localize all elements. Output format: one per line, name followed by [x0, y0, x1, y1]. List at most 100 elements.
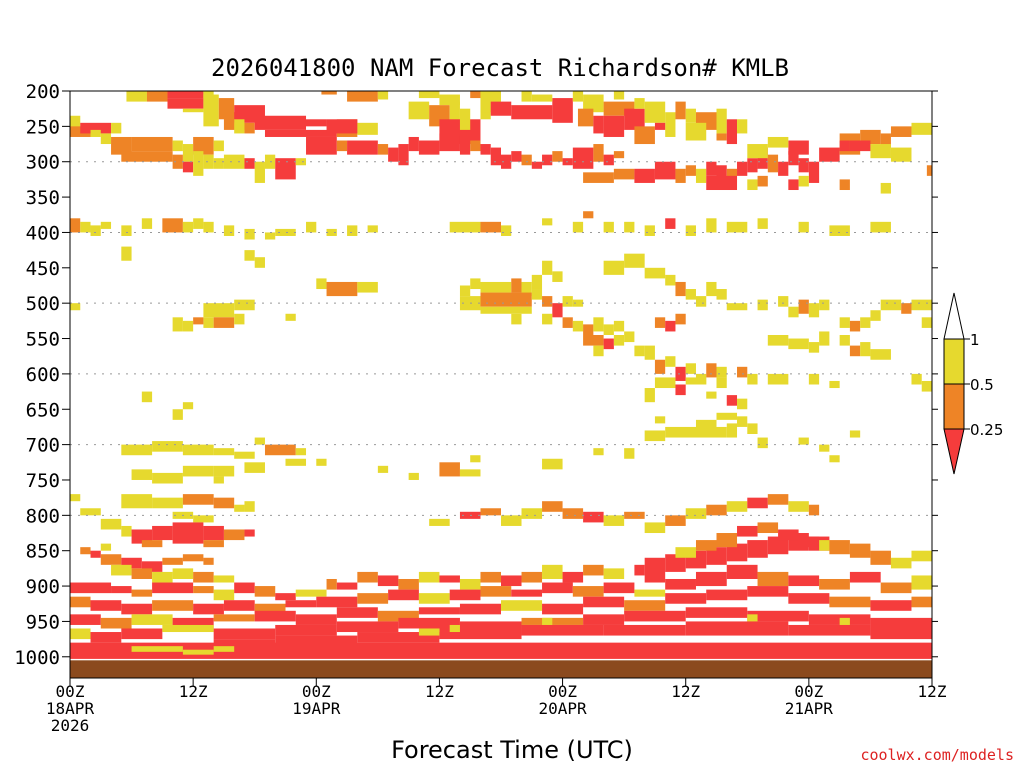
cell-mid: [654, 359, 666, 374]
cell-mid: [767, 494, 789, 505]
cell-high: [480, 281, 512, 293]
cell-low: [726, 564, 758, 579]
cell-high: [737, 416, 748, 427]
cell-mid: [542, 296, 553, 307]
y-tick-label: 800: [26, 505, 60, 527]
cell-high: [449, 624, 460, 633]
cell-low: [849, 571, 881, 583]
cell-high: [665, 426, 727, 438]
cell-high: [100, 221, 112, 229]
cell-low: [654, 161, 676, 180]
cell-high: [542, 313, 553, 325]
cell-low: [501, 575, 522, 587]
cell-high: [624, 331, 635, 343]
cell-low: [511, 105, 553, 120]
cell-high: [890, 147, 912, 162]
cell-high: [624, 448, 635, 459]
ground-strip: [70, 660, 932, 678]
cell-mid: [480, 586, 512, 597]
ground-fill: [70, 660, 932, 678]
cell-high: [695, 168, 707, 183]
cell-low: [121, 557, 142, 569]
cell-mid: [100, 554, 122, 565]
cell-mid: [162, 557, 183, 565]
cell-low: [665, 593, 707, 604]
cell-high: [531, 289, 543, 300]
cell-low: [706, 547, 727, 565]
cell-high: [470, 278, 481, 290]
cell-high: [152, 497, 183, 509]
cell-mid: [193, 586, 214, 594]
y-tick-label: 500: [26, 293, 60, 315]
cell-high: [316, 278, 327, 290]
cell-low: [234, 582, 255, 594]
cell-low: [244, 158, 255, 169]
y-tick-label: 950: [26, 611, 60, 633]
cell-high: [808, 373, 820, 385]
cell-mid: [849, 345, 861, 357]
cell-high: [870, 349, 891, 360]
y-tick-label: 750: [26, 470, 60, 492]
heatmap-cells: [70, 91, 932, 659]
cell-mid: [244, 122, 255, 134]
cell-high: [716, 108, 727, 134]
cell-high: [644, 267, 666, 279]
cell-mid: [141, 540, 163, 548]
cell-high: [357, 281, 378, 293]
cell-high: [295, 158, 307, 166]
cell-high: [860, 342, 871, 357]
cell-high: [675, 547, 696, 558]
cell-low: [254, 610, 296, 622]
cell-high: [737, 398, 748, 410]
cell-low: [326, 119, 358, 134]
y-tick-label: 850: [26, 541, 60, 563]
cell-high: [367, 225, 378, 233]
cell-mid: [131, 136, 173, 152]
cell-low: [654, 122, 666, 130]
cell-high: [131, 614, 173, 625]
cell-high: [603, 515, 625, 526]
cell-high: [665, 356, 676, 367]
cell-high: [275, 228, 296, 236]
cell-mid: [321, 91, 337, 95]
cell-mid: [849, 543, 871, 558]
cell-high: [80, 221, 91, 233]
cell-low: [695, 571, 727, 587]
x-tick-label: 12Z: [425, 682, 454, 701]
cell-low: [121, 628, 163, 640]
cell-high: [716, 377, 727, 389]
cell-high: [778, 296, 789, 307]
cell-high: [839, 317, 850, 328]
cell-high: [182, 320, 194, 332]
cell-high: [634, 589, 666, 597]
cell-high: [685, 289, 696, 300]
cell-high: [798, 175, 809, 187]
pressure-axis: 200 250 300 350 400 450 500 550 600 650 700 750 800 8…: [14, 81, 938, 669]
cell-high: [234, 119, 245, 134]
cell-high: [788, 501, 809, 512]
cell-high: [644, 388, 655, 403]
cell-mid: [562, 317, 573, 328]
y-tick-label: 600: [26, 364, 60, 386]
cell-mid: [675, 168, 686, 183]
cell-low: [737, 525, 758, 537]
cell-mid: [521, 154, 532, 166]
cell-mid: [577, 108, 594, 127]
cell-low: [459, 603, 501, 615]
cell-mid: [146, 91, 168, 102]
cell-high: [726, 423, 738, 438]
cell-high: [613, 320, 625, 332]
cell-mid: [685, 165, 696, 176]
cell-low: [182, 161, 194, 173]
x-tick-label: 20APR: [538, 699, 587, 718]
cell-mid: [860, 129, 881, 145]
cell-high: [203, 317, 214, 328]
x-tick-label: 12Z: [671, 682, 700, 701]
cell-mid: [470, 140, 481, 152]
cell-high: [521, 281, 532, 297]
cell-high: [542, 260, 553, 275]
cell-high: [449, 101, 460, 123]
cell-mid: [665, 515, 686, 526]
cell-high: [152, 441, 183, 452]
cell-mid: [808, 504, 820, 516]
